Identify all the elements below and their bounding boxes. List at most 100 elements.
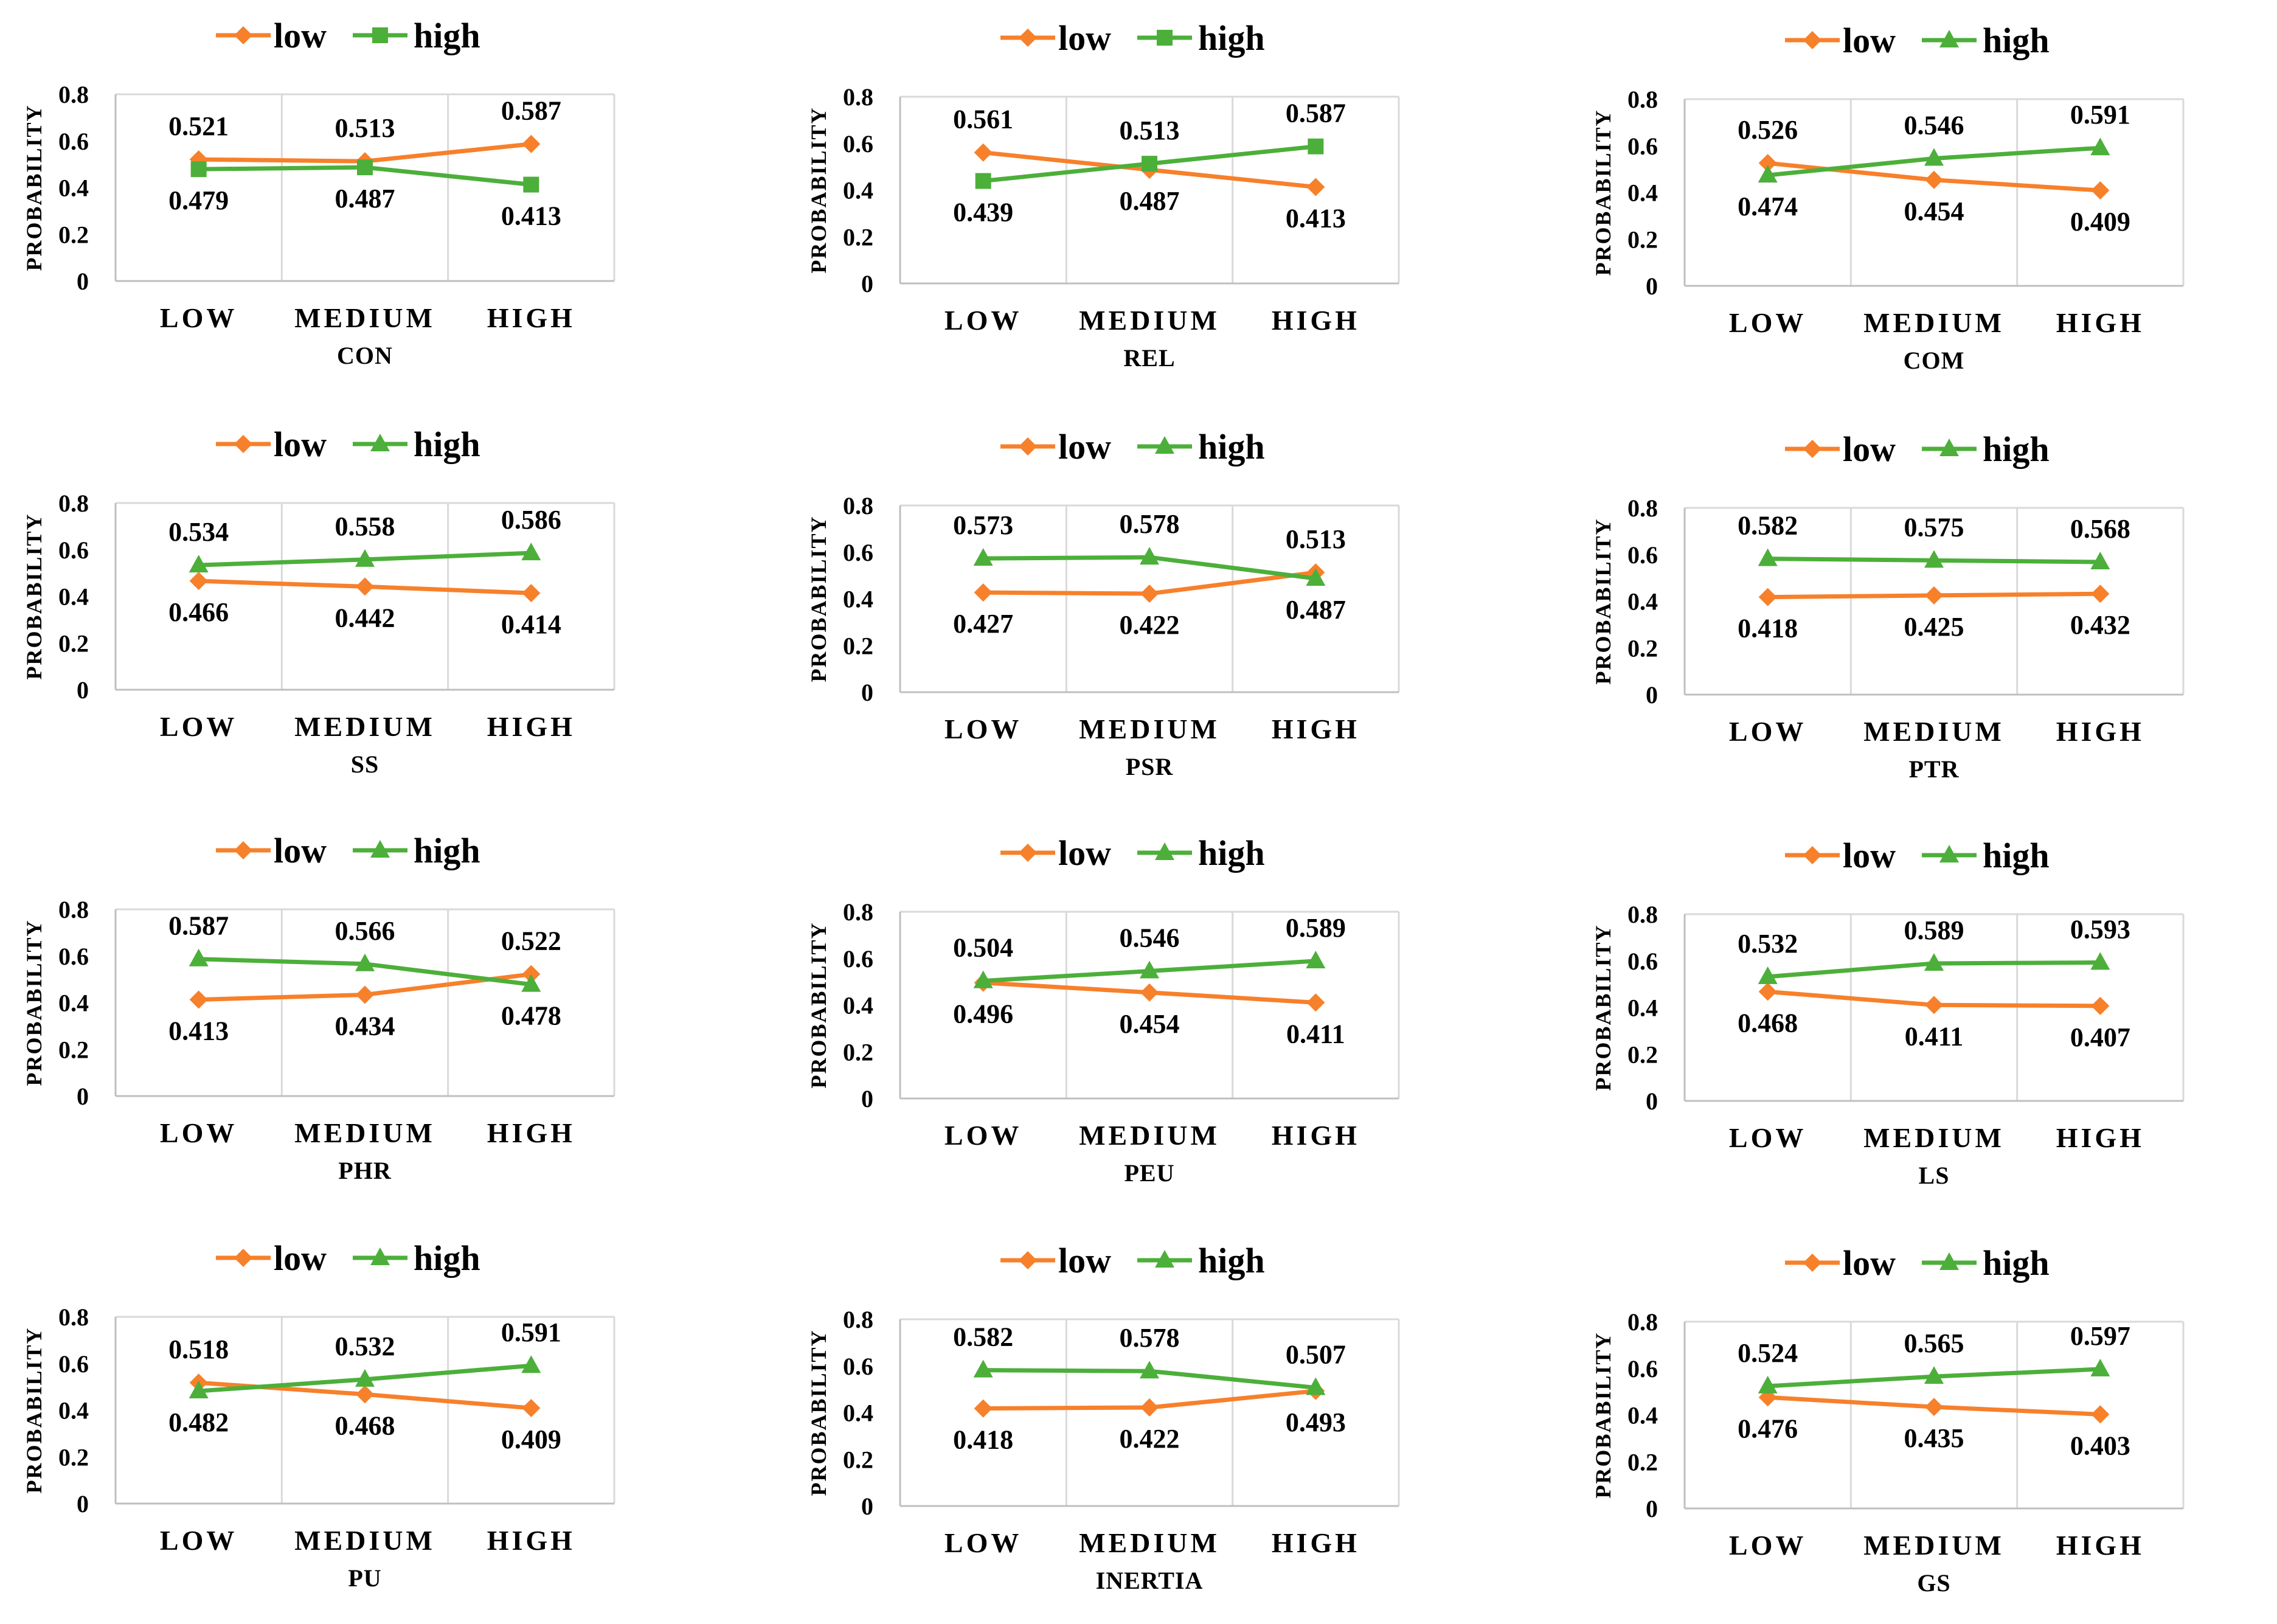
- data-point-low: [1140, 585, 1159, 603]
- legend: low high: [1785, 836, 2050, 875]
- series-high: [973, 547, 1326, 586]
- data-point-high: [521, 974, 541, 992]
- data-point-low: [1925, 170, 1943, 189]
- legend-high-marker: [1155, 436, 1174, 454]
- data-label-low: 0.454: [1904, 196, 1964, 226]
- data-label-high: 0.513: [1120, 116, 1180, 145]
- x-tick-label: HIGH: [2056, 1122, 2144, 1153]
- legend-low-label: low: [1058, 833, 1111, 873]
- legend-high-label: high: [1198, 18, 1265, 58]
- legend-low-label: low: [1843, 1243, 1896, 1283]
- x-tick-label: HIGH: [1272, 305, 1360, 336]
- legend-low-marker: [1019, 844, 1037, 862]
- legend-high-marker: [370, 1247, 390, 1265]
- chart-panel-gs: low high 0 0.2 0.4 0.6 0.8 LOW MEDIUM HIGH GS PROBA…: [1591, 1243, 2185, 1597]
- legend: low high: [216, 425, 480, 464]
- x-tick-label: LOW: [944, 305, 1022, 336]
- data-point-high: [357, 159, 373, 176]
- data-label-low: 0.411: [1905, 1021, 1964, 1051]
- x-tick-label: HIGH: [2056, 1530, 2144, 1561]
- x-axis-title: COM: [1904, 347, 1965, 374]
- chart-panel-peu: low high 0 0.2 0.4 0.6 0.8 LOW MEDIUM HIGH PEU PROB…: [806, 833, 1400, 1187]
- y-tick-label: 0.8: [843, 83, 873, 111]
- legend-high-marker: [1939, 1252, 1959, 1270]
- data-point-high: [521, 1355, 541, 1373]
- data-point-low: [356, 985, 374, 1004]
- data-label-high: 0.439: [953, 198, 1013, 227]
- data-label-low: 0.409: [501, 1424, 561, 1454]
- data-point-low: [1925, 996, 1943, 1015]
- y-tick-label: 0.6: [843, 539, 873, 566]
- legend-low-label: low: [1843, 429, 1896, 469]
- y-tick-label: 0: [77, 268, 89, 295]
- series-high: [190, 159, 539, 193]
- data-point-low: [1758, 982, 1777, 1001]
- data-label-low: 0.418: [1738, 614, 1798, 644]
- data-point-high: [1758, 165, 1778, 183]
- data-label-high: 0.575: [1904, 512, 1964, 542]
- legend: low high: [216, 831, 480, 870]
- series-low: [1758, 1388, 2110, 1424]
- data-point-high: [2090, 1358, 2110, 1376]
- y-tick-label: 0: [77, 1083, 89, 1110]
- y-tick-label: 0: [77, 676, 89, 704]
- x-tick-label: LOW: [160, 1525, 237, 1556]
- legend-high-label: high: [414, 16, 480, 55]
- data-point-high: [1140, 1361, 1159, 1379]
- data-point-low: [1306, 993, 1325, 1012]
- x-tick-label: LOW: [944, 1120, 1022, 1151]
- legend: low high: [1785, 1243, 2050, 1283]
- data-label-high: 0.558: [335, 512, 395, 541]
- y-tick-label: 0.2: [843, 1446, 873, 1473]
- data-point-low: [974, 1399, 993, 1418]
- y-tick-label: 0.6: [1627, 541, 1658, 569]
- data-point-low: [2091, 1405, 2110, 1424]
- legend-high-marker: [370, 434, 390, 451]
- data-point-low: [356, 1385, 374, 1404]
- data-label-high: 0.591: [501, 1317, 561, 1347]
- x-tick-label: LOW: [944, 1527, 1022, 1558]
- legend-high-label: high: [1198, 833, 1265, 873]
- legend-low-label: low: [274, 831, 327, 870]
- y-tick-label: 0: [77, 1490, 89, 1518]
- data-point-low: [522, 1399, 541, 1418]
- data-point-low: [974, 583, 993, 602]
- data-point-high: [1924, 1366, 1944, 1384]
- chart-panel-psr: low high 0 0.2 0.4 0.6 0.8 LOW MEDIUM HIGH PSR PROB…: [806, 427, 1400, 780]
- y-tick-label: 0.8: [58, 81, 89, 108]
- legend-low-marker: [234, 26, 252, 44]
- series-high: [975, 138, 1324, 189]
- legend-high-marker: [372, 27, 388, 43]
- data-point-low: [1758, 588, 1777, 606]
- data-label-low: 0.513: [335, 113, 395, 143]
- data-point-low: [1925, 1398, 1943, 1417]
- y-axis-title: PROBABILITY: [1591, 1331, 1615, 1498]
- x-axis-title: REL: [1123, 344, 1175, 372]
- y-tick-label: 0: [861, 1085, 873, 1112]
- chart-panel-com: low high 0 0.2 0.4 0.6 0.8 LOW MEDIUM HIGH COM PROB…: [1591, 21, 2185, 374]
- data-label-low: 0.403: [2070, 1431, 2130, 1460]
- x-axis-title: INERTIA: [1096, 1567, 1204, 1594]
- data-label-high: 0.474: [1738, 192, 1798, 221]
- legend-low-marker: [234, 1249, 252, 1267]
- x-tick-label: MEDIUM: [1863, 307, 2005, 338]
- data-point-low: [189, 990, 208, 1009]
- series-high: [1758, 137, 2110, 183]
- x-tick-label: LOW: [1729, 307, 1806, 338]
- data-label-high: 0.578: [1120, 1323, 1180, 1353]
- data-label-low: 0.487: [1120, 186, 1180, 216]
- data-point-high: [1924, 148, 1944, 166]
- data-label-high: 0.507: [1286, 1339, 1346, 1369]
- data-point-high: [2090, 952, 2110, 970]
- y-tick-label: 0.8: [1627, 494, 1658, 522]
- data-label-high: 0.546: [1120, 923, 1180, 953]
- legend: low high: [1785, 21, 2050, 60]
- series-high: [973, 950, 1326, 988]
- data-label-high: 0.593: [2070, 914, 2130, 944]
- data-label-high: 0.586: [501, 505, 561, 535]
- data-label-low: 0.442: [335, 603, 395, 633]
- legend-low-label: low: [274, 16, 327, 55]
- legend: low high: [1000, 427, 1265, 467]
- y-axis-title: PROBABILITY: [806, 921, 831, 1088]
- data-label-low: 0.434: [335, 1011, 395, 1041]
